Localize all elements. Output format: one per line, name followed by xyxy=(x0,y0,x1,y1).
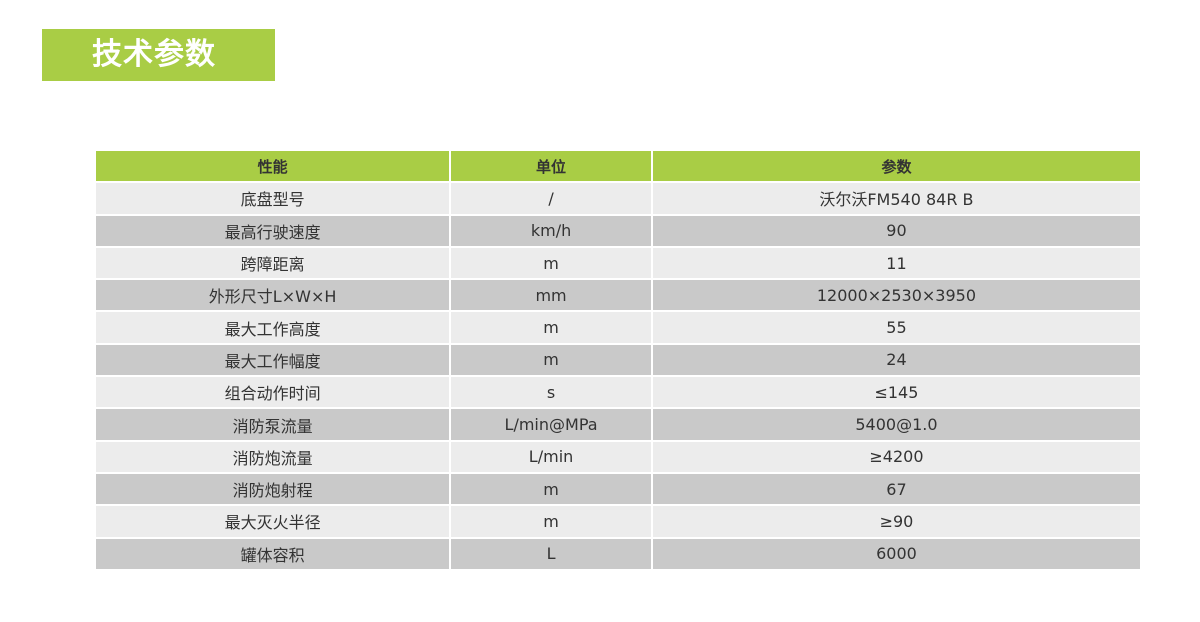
table-row: 底盘型号 / 沃尔沃FM540 84R B xyxy=(96,183,1140,214)
unit-cell: / xyxy=(451,183,651,214)
parameter-cell: 12000×2530×3950 xyxy=(652,280,1140,311)
parameter-cell: ≥90 xyxy=(652,506,1140,537)
parameter-cell: 67 xyxy=(652,473,1140,505)
parameter-cell: 沃尔沃FM540 84R B xyxy=(652,183,1140,214)
table-row: 组合动作时间 s ≤145 xyxy=(96,377,1140,408)
performance-cell: 最大工作幅度 xyxy=(96,344,450,376)
performance-cell: 底盘型号 xyxy=(96,183,450,214)
table-row: 消防炮流量 L/min ≥4200 xyxy=(96,441,1140,472)
table-row: 最高行驶速度 km/h 90 xyxy=(96,215,1140,246)
unit-cell: m xyxy=(451,312,651,343)
performance-cell: 最大灭火半径 xyxy=(96,506,450,537)
parameter-cell: 55 xyxy=(652,312,1140,343)
performance-cell: 消防泵流量 xyxy=(96,409,450,440)
parameter-cell: 24 xyxy=(652,344,1140,376)
unit-cell: mm xyxy=(451,280,651,311)
section-title-banner: 技术参数 xyxy=(42,29,275,81)
unit-cell: m xyxy=(451,506,651,537)
table-row: 跨障距离 m 11 xyxy=(96,247,1140,279)
unit-cell: L/min@MPa xyxy=(451,409,651,440)
parameter-cell: 5400@1.0 xyxy=(652,409,1140,440)
unit-cell: km/h xyxy=(451,215,651,246)
header-performance: 性能 xyxy=(96,151,450,182)
performance-cell: 消防炮流量 xyxy=(96,441,450,472)
table-row: 消防泵流量 L/min@MPa 5400@1.0 xyxy=(96,409,1140,440)
performance-cell: 组合动作时间 xyxy=(96,377,450,408)
unit-cell: m xyxy=(451,473,651,505)
performance-cell: 外形尺寸L×W×H xyxy=(96,280,450,311)
header-unit: 单位 xyxy=(451,151,651,182)
parameter-cell: ≥4200 xyxy=(652,441,1140,472)
unit-cell: m xyxy=(451,344,651,376)
parameter-cell: 6000 xyxy=(652,538,1140,569)
performance-cell: 最大工作高度 xyxy=(96,312,450,343)
table-row: 罐体容积 L 6000 xyxy=(96,538,1140,569)
parameter-cell: 11 xyxy=(652,247,1140,279)
table-row: 消防炮射程 m 67 xyxy=(96,473,1140,505)
table-row: 最大灭火半径 m ≥90 xyxy=(96,506,1140,537)
parameter-cell: 90 xyxy=(652,215,1140,246)
table-row: 外形尺寸L×W×H mm 12000×2530×3950 xyxy=(96,280,1140,311)
performance-cell: 最高行驶速度 xyxy=(96,215,450,246)
spec-table: 性能 单位 参数 底盘型号 / 沃尔沃FM540 84R B 最高行驶速度 km/h 90… xyxy=(94,149,1142,571)
parameter-cell: ≤145 xyxy=(652,377,1140,408)
table-row: 最大工作高度 m 55 xyxy=(96,312,1140,343)
section-title: 技术参数 xyxy=(92,37,216,72)
unit-cell: m xyxy=(451,247,651,279)
unit-cell: s xyxy=(451,377,651,408)
performance-cell: 罐体容积 xyxy=(96,538,450,569)
unit-cell: L xyxy=(451,538,651,569)
table-row: 最大工作幅度 m 24 xyxy=(96,344,1140,376)
unit-cell: L/min xyxy=(451,441,651,472)
header-parameter: 参数 xyxy=(652,151,1140,182)
performance-cell: 消防炮射程 xyxy=(96,473,450,505)
performance-cell: 跨障距离 xyxy=(96,247,450,279)
table-header-row: 性能 单位 参数 xyxy=(96,151,1140,182)
